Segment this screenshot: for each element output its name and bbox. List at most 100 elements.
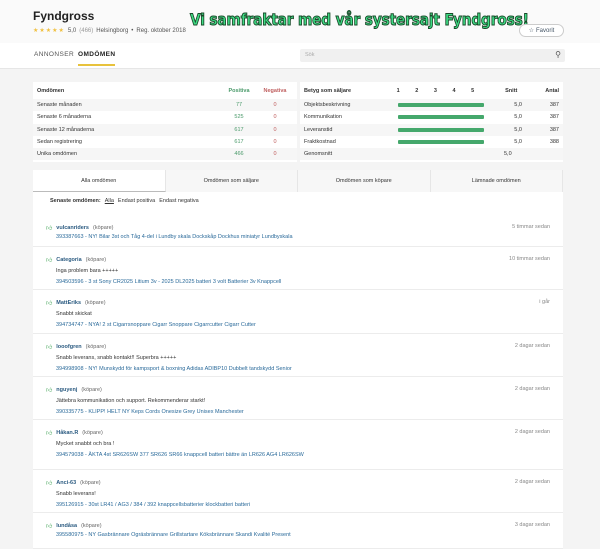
tab-buyer-reviews[interactable]: Omdömen som köpare: [298, 170, 431, 192]
reviewer-link[interactable]: vulcanriders: [56, 225, 89, 231]
review-list: 👍︎ vulcanriders (köpare) 5 timmar sedan 39…: [33, 212, 563, 549]
filter-positive[interactable]: Endast positiva: [117, 198, 156, 204]
review-item: 👍︎ Anci-63 (köpare) 2 dagar sedan Snabb le…: [33, 470, 563, 513]
shop-meta: ★★★★★ 5,0 (466) Helsingborg • Reg. oktob…: [33, 27, 186, 35]
col-header: Snitt: [505, 87, 518, 94]
shop-title: Fyndgross: [33, 9, 95, 23]
thumbs-up-icon: 👍︎: [46, 345, 53, 351]
review-header: 👍︎ Anci-63 (köpare): [46, 479, 101, 487]
review-header: 👍︎ MattEriks (köpare): [46, 299, 106, 307]
review-text: Mycket snabbt och bra !: [56, 441, 115, 447]
tab-all-reviews[interactable]: Alla omdömen: [33, 170, 166, 192]
reviewer-role: (köpare): [93, 225, 114, 231]
negative-count: 0: [273, 114, 277, 121]
rating-bar: [398, 103, 485, 108]
item-link[interactable]: 393387663 - NY! Bilar 3st och Tåg 4-del …: [56, 234, 293, 240]
review-time: 5 timmar sedan: [512, 224, 550, 230]
item-link[interactable]: 394503596 - 3 st Sony CR2025 Litium 3v -…: [56, 279, 282, 285]
period-label: Senaste 6 månaderna: [37, 114, 92, 121]
search-input[interactable]: Sök ⚲: [300, 49, 565, 62]
review-item: 👍︎ looofgren (köpare) 2 dagar sedan Snabb …: [33, 334, 563, 377]
filter-label: Senaste omdömen:: [50, 198, 101, 204]
tab-seller-reviews[interactable]: Omdömen som säljare: [166, 170, 298, 192]
review-time: 2 dagar sedan: [514, 479, 550, 485]
summary-table: Omdömen Positiva Negativa Senaste månaden 7…: [33, 82, 297, 162]
favorite-button[interactable]: ☆ Favorit: [519, 24, 564, 37]
count: 387: [549, 126, 559, 133]
seller-rating-table: Betyg som säljare 1 2 3 4 5 Snitt Antal …: [300, 82, 563, 162]
reviewer-role: (köpare): [81, 523, 102, 529]
col-header: 4: [452, 87, 456, 94]
overall-value: 5,0: [504, 151, 512, 158]
thumbs-up-icon: 👍︎: [46, 431, 53, 437]
positive-count: 617: [234, 139, 244, 146]
item-link[interactable]: 395126915 - 30st LR41 / AG3 / 384 / 392 …: [56, 502, 251, 508]
search-placeholder: Sök: [305, 52, 315, 58]
review-header: 👍︎ lundåsa (köpare): [46, 522, 102, 530]
criterion-label: Leveranstid: [304, 126, 333, 133]
reviewer-role: (köpare): [81, 387, 102, 393]
tab-omdomen[interactable]: OMDÖMEN: [78, 51, 116, 66]
review-header: 👍︎ Håkan.R (köpare): [46, 429, 103, 437]
reviewer-link[interactable]: looofgren: [56, 344, 82, 350]
seller-rating-row: Fraktkostnad 5,0 388: [300, 136, 563, 148]
filter-negative[interactable]: Endast negativa: [159, 198, 199, 204]
positive-count: 466: [234, 151, 244, 158]
count: 387: [549, 102, 559, 109]
reviewer-link[interactable]: Håkan.R: [56, 430, 79, 436]
review-tabs: Alla omdömen Omdömen som säljare Omdömen…: [33, 170, 563, 192]
rating-count: (466): [79, 27, 94, 34]
location: Helsingborg: [96, 27, 129, 34]
rating-bar: [398, 140, 485, 145]
tab-given-reviews[interactable]: Lämnade omdömen: [431, 170, 563, 192]
item-link[interactable]: 394998908 - NY! Munskydd för kampsport &…: [56, 366, 292, 372]
col-header: 5: [471, 87, 475, 94]
average: 5,0: [514, 139, 522, 146]
reviewer-role: (köpare): [82, 430, 103, 436]
review-filter: Senaste omdömen: Alla Endast positiva En…: [33, 192, 563, 212]
filter-all[interactable]: Alla: [104, 198, 114, 204]
registered: Reg. oktober 2018: [136, 27, 186, 34]
thumbs-up-icon: 👍︎: [46, 301, 53, 307]
review-item: 👍︎ MattEriks (köpare) i går Snabbt skickat…: [33, 290, 563, 334]
summary-row: Senaste månaden 77 0: [33, 99, 297, 112]
negative-count: 0: [273, 139, 277, 146]
reviewer-link[interactable]: lundåsa: [56, 523, 78, 529]
rating-bar: [398, 115, 485, 120]
review-time: 2 dagar sedan: [514, 429, 550, 435]
reviewer-role: (köpare): [80, 480, 101, 486]
col-header: Positiva: [228, 87, 250, 94]
reviewer-link[interactable]: Anci-63: [56, 480, 77, 486]
separator: •: [131, 27, 134, 34]
item-link[interactable]: 390335775 - KLIPP! HELT NY Keps Cords On…: [56, 409, 244, 415]
rating-stars-icon: ★★★★★: [33, 28, 65, 34]
item-link[interactable]: 395580975 - NY Gasbrännare Ogräsbrännare…: [56, 532, 291, 538]
col-header: Antal: [545, 87, 560, 94]
reviewer-link[interactable]: MattEriks: [56, 300, 82, 306]
review-header: 👍︎ vulcanriders (köpare): [46, 224, 113, 232]
reviewer-link[interactable]: Categoria: [56, 257, 82, 263]
review-header: 👍︎ Categoria (köpare): [46, 256, 106, 264]
shop-header: Fyndgross ★★★★★ 5,0 (466) Helsingborg • …: [0, 0, 600, 43]
tab-annonser[interactable]: ANNONSER: [34, 51, 75, 58]
star-icon: ☆: [528, 28, 535, 34]
summary-row: Senaste 6 månaderna 525 0: [33, 111, 297, 123]
col-header: Negativa: [263, 87, 287, 94]
reviewer-link[interactable]: nguyenj: [56, 387, 78, 393]
item-link[interactable]: 394734747 - NYA! 2 st Cigarrsnoppare Cig…: [56, 322, 256, 328]
review-text: Snabb leverans, snabb kontakt!! Superbra…: [56, 355, 177, 361]
period-label: Senaste 12 månaderna: [37, 126, 95, 133]
review-time: 2 dagar sedan: [514, 343, 550, 349]
overall-row: Genomsnitt 5,0: [300, 148, 563, 161]
review-header: 👍︎ nguyenj (köpare): [46, 386, 102, 394]
count: 387: [549, 114, 559, 121]
rating-bar: [398, 127, 485, 132]
positive-count: 617: [234, 126, 244, 133]
review-item: 👍︎ nguyenj (köpare) 2 dagar sedan Jättebra…: [33, 377, 563, 420]
search-icon[interactable]: ⚲: [555, 50, 561, 59]
review-time: 10 timmar sedan: [509, 256, 550, 262]
col-header: Omdömen: [37, 87, 65, 94]
summary-row: Sedan registrering 617 0: [33, 136, 297, 148]
item-link[interactable]: 394579038 - ÄKTA 4st SR626SW 377 SR626 S…: [56, 452, 304, 458]
review-header: 👍︎ looofgren (köpare): [46, 343, 106, 351]
